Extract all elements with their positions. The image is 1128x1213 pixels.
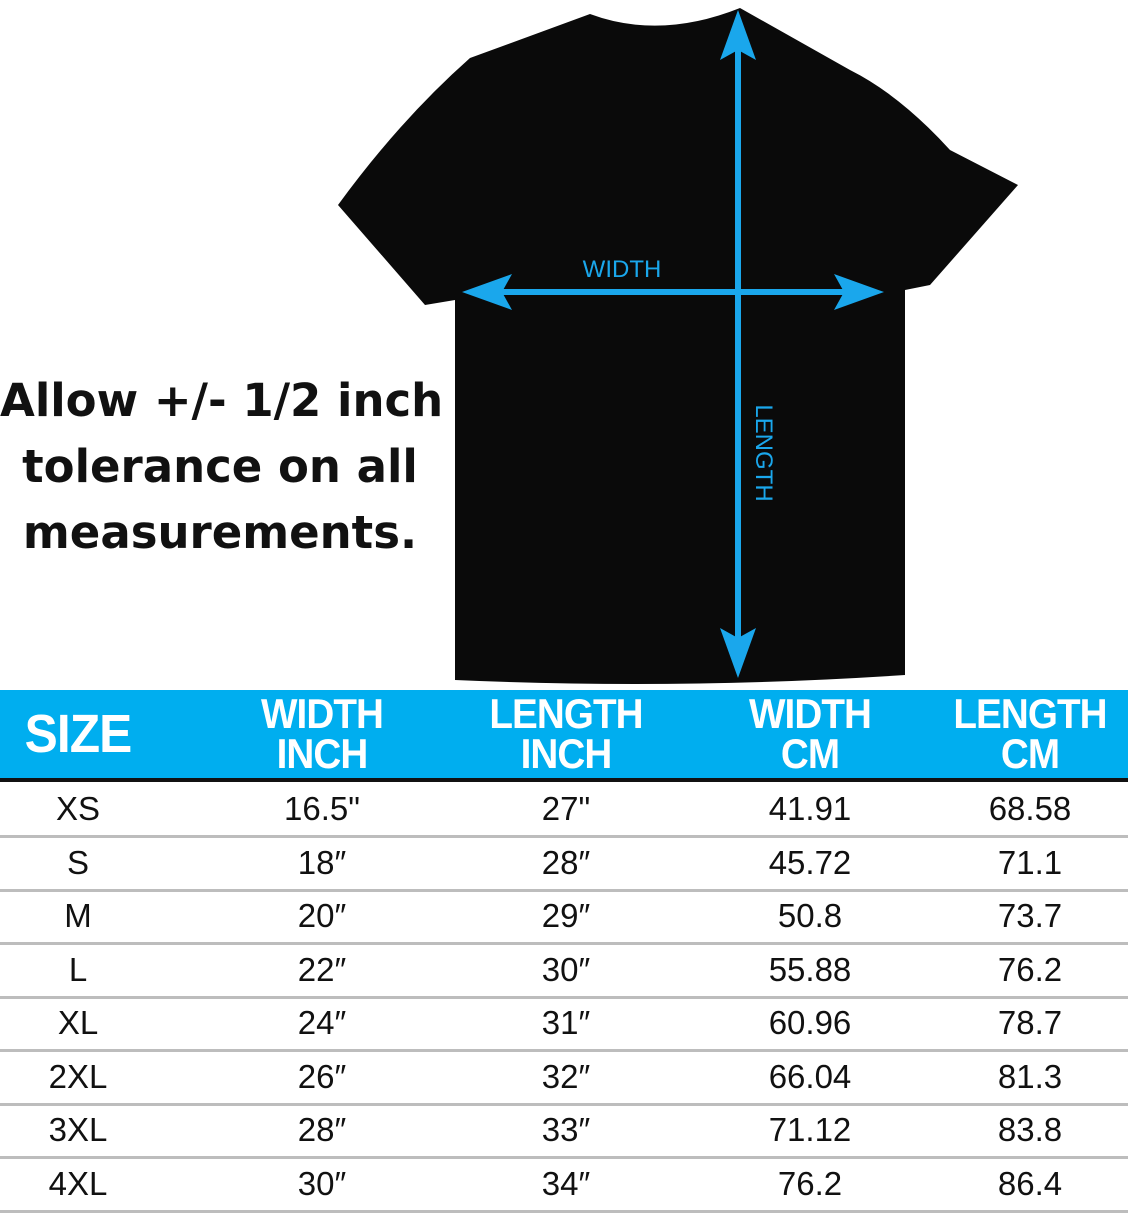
table-cell: 3XL — [48, 1111, 108, 1148]
header-text: LENGTH — [489, 690, 643, 737]
header-text: CM — [1000, 730, 1060, 777]
header-length-cm: LENGTH CM — [938, 690, 1122, 778]
table-cell: 33″ — [541, 1111, 591, 1148]
table-row: 2XL 26″ 32″ 66.04 81.3 — [0, 1050, 1128, 1106]
table-cell: 71.1 — [997, 843, 1063, 881]
header-width-inch: WIDTH INCH — [230, 690, 414, 778]
width-label: WIDTH — [583, 256, 662, 283]
header-text: CM — [780, 730, 840, 777]
table-cell: 68.58 — [988, 790, 1072, 827]
table-row: XL 24″ 31″ 60.96 78.7 — [0, 996, 1128, 1052]
table-cell: 18″ — [297, 843, 347, 881]
header-length-inch: LENGTH INCH — [474, 690, 658, 778]
table-cell: XL — [57, 1004, 99, 1041]
length-label: LENGTH — [750, 404, 777, 501]
table-cell: M — [64, 897, 92, 934]
header-width-cm: WIDTH CM — [718, 690, 902, 778]
table-cell: 83.8 — [997, 1111, 1063, 1148]
table-cell: 24″ — [297, 1004, 347, 1041]
table-cell: 50.8 — [777, 897, 843, 934]
header-text: WIDTH — [260, 690, 384, 737]
table-cell: 30″ — [297, 1164, 347, 1202]
table-row: XS 16.5" 27" 41.91 68.58 — [0, 782, 1128, 838]
table-cell: 30″ — [541, 950, 591, 988]
table-cell: 20″ — [297, 897, 347, 934]
table-cell: 28″ — [297, 1111, 347, 1148]
table-header: SIZE WIDTH INCH LENGTH INCH WIDTH CM LENGTH… — [0, 690, 1128, 782]
note-line: Allow +/- 1/2 inch — [0, 374, 444, 427]
header-text: INCH — [520, 730, 613, 777]
table-cell: 55.88 — [768, 950, 852, 988]
table-cell: 27" — [541, 790, 591, 827]
tshirt-shape — [338, 8, 1018, 684]
table-cell: L — [68, 950, 88, 988]
table-cell: 26″ — [297, 1057, 347, 1095]
table-cell: 41.91 — [768, 790, 852, 827]
table-cell: 78.7 — [997, 1004, 1063, 1041]
length-arrow — [720, 10, 756, 678]
table-cell: 81.3 — [997, 1057, 1063, 1095]
table-cell: 29″ — [541, 897, 591, 934]
table-cell: 2XL — [48, 1057, 108, 1095]
header-text: WIDTH — [748, 690, 872, 737]
tolerance-note: Allow +/- 1/2 inch tolerance on all meas… — [0, 368, 444, 566]
note-line: tolerance on all — [22, 440, 418, 493]
width-arrow — [462, 274, 884, 310]
table-cell: 16.5" — [284, 790, 360, 827]
table-cell: S — [66, 843, 89, 881]
note-line: measurements. — [22, 506, 418, 559]
table-cell: 76.2 — [997, 950, 1063, 988]
table-cell: XS — [55, 790, 101, 827]
table-row: 3XL 28″ 33″ 71.12 83.8 — [0, 1103, 1128, 1159]
header-size: SIZE — [6, 690, 150, 778]
table-cell: 45.72 — [768, 843, 852, 881]
header-text: SIZE — [24, 704, 133, 764]
table-cell: 76.2 — [777, 1164, 843, 1202]
table-cell: 32″ — [541, 1057, 591, 1095]
table-cell: 73.7 — [997, 897, 1063, 934]
table-cell: 34″ — [541, 1164, 591, 1202]
table-row: L 22″ 30″ 55.88 76.2 — [0, 943, 1128, 999]
table-cell: 28″ — [541, 843, 591, 881]
table-row: M 20″ 29″ 50.8 73.7 — [0, 889, 1128, 945]
table-row: S 18″ 28″ 45.72 71.1 — [0, 836, 1128, 892]
table-cell: 22″ — [297, 950, 347, 988]
header-text: INCH — [276, 730, 369, 777]
table-cell: 86.4 — [997, 1164, 1063, 1202]
table-cell: 60.96 — [768, 1004, 852, 1041]
header-text: LENGTH — [953, 690, 1107, 737]
table-cell: 66.04 — [768, 1057, 852, 1095]
table-cell: 4XL — [48, 1164, 108, 1202]
table-cell: 31″ — [541, 1004, 591, 1041]
table-cell: 71.12 — [768, 1111, 852, 1148]
table-row: 4XL 30″ 34″ 76.2 86.4 — [0, 1157, 1128, 1213]
tshirt-diagram: WIDTH LENGTH — [338, 8, 1018, 684]
